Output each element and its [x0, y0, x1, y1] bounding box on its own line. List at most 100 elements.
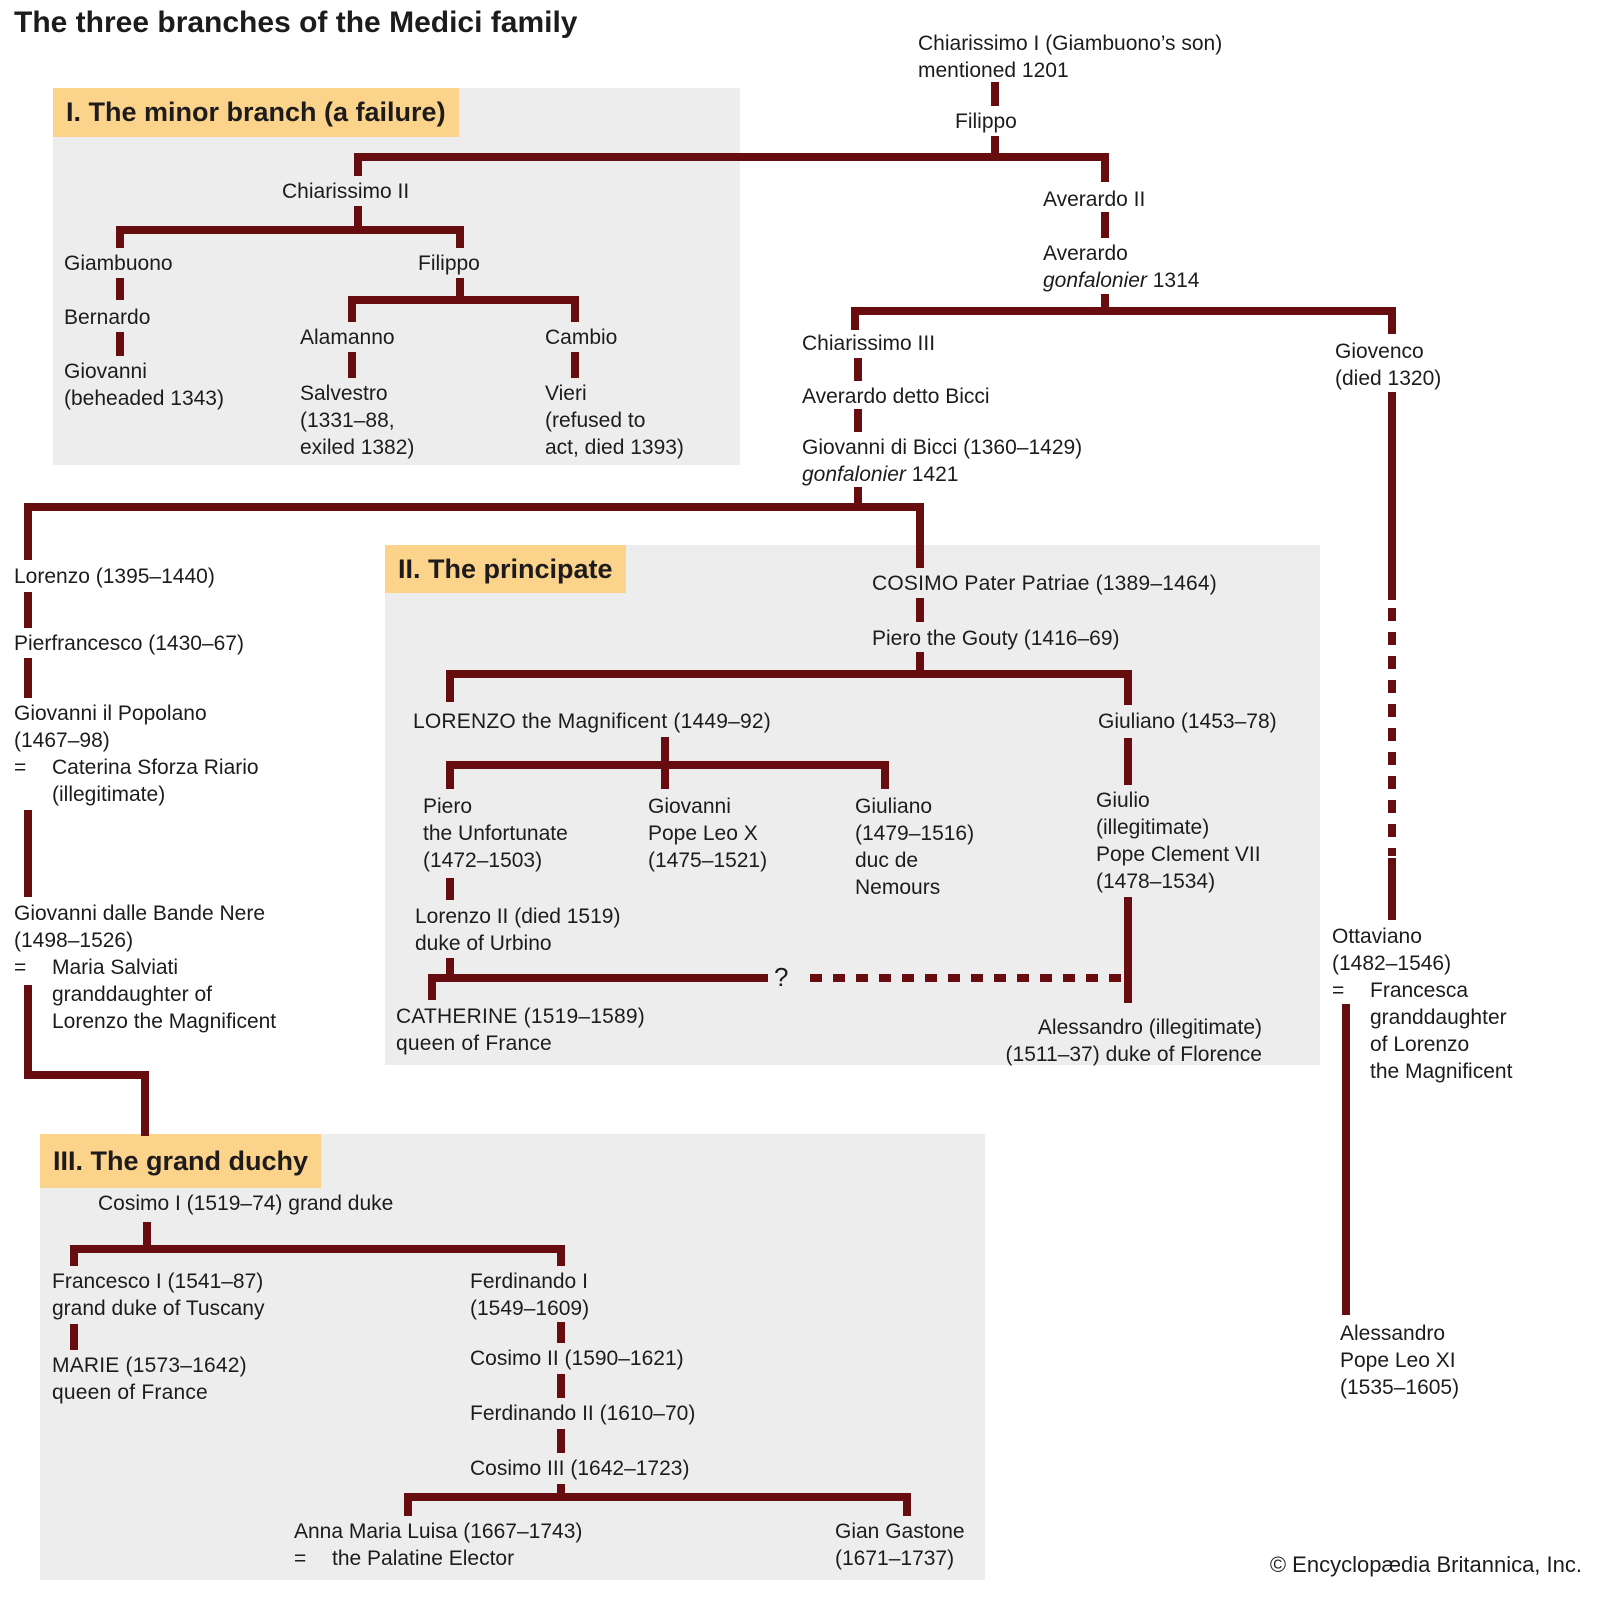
node-giovanni-dalle-bande-nere: Giovanni dalle Bande Nere (1498–1526) = M… [14, 902, 277, 1033]
node-averardo-gonfalonier: Averardo gonfalonier 1314 [1043, 242, 1200, 292]
connector [24, 592, 32, 628]
connector [116, 226, 464, 234]
connector [24, 985, 32, 1071]
connector [116, 332, 124, 356]
connector [571, 296, 579, 322]
connector [1124, 897, 1132, 1003]
marriage-sign: = [1332, 979, 1345, 1002]
connector [1388, 858, 1396, 920]
connector [851, 307, 859, 330]
connector [404, 1493, 412, 1516]
connector [348, 352, 356, 378]
page-title: The three branches of the Medici family [14, 6, 578, 39]
node-marie: MARIE (1573–1642) queen of France [52, 1354, 247, 1404]
section-label-principate: II. The principate [385, 545, 626, 593]
connector [557, 1429, 565, 1453]
connector [70, 1324, 78, 1350]
copyright-notice: © Encyclopædia Britannica, Inc. [1269, 1552, 1582, 1577]
node-lorenzo-magnificent: LORENZO the Magnificent (1449–92) [413, 710, 771, 733]
node-giovenco: Giovenco (died 1320) [1335, 340, 1442, 390]
connector [24, 1071, 149, 1079]
connector [1101, 212, 1109, 238]
connector [446, 958, 454, 976]
connector [557, 1484, 565, 1493]
connector [348, 296, 579, 304]
connector [446, 878, 454, 900]
connector [404, 1493, 911, 1501]
connector [116, 278, 124, 300]
node-gian-gastone: Gian Gastone (1671–1737) [835, 1520, 965, 1570]
node-giovanni-leo-x: Giovanni Pope Leo X (1475–1521) [648, 795, 768, 872]
panel-minor-branch [53, 88, 740, 465]
node-lorenzo-1395: Lorenzo (1395–1440) [14, 565, 215, 588]
connector [24, 503, 32, 560]
node-giovanni-il-popolano: Giovanni il Popolano (1467–98) = Caterina… [14, 702, 259, 806]
node-cosimo-ii: Cosimo II (1590–1621) [470, 1347, 684, 1370]
connector [70, 1245, 78, 1266]
node-cosimo-i: Cosimo I (1519–74) grand duke [98, 1192, 394, 1215]
node-giovanni-beheaded: Giovanni (beheaded 1343) [64, 360, 224, 410]
connector [143, 1222, 151, 1245]
connector [854, 409, 862, 432]
connector [24, 503, 924, 511]
connector [916, 652, 924, 670]
connector [1101, 153, 1109, 182]
connector [1388, 307, 1396, 334]
connector [141, 1071, 149, 1136]
node-alamanno: Alamanno [300, 326, 395, 349]
node-anna-maria-luisa: Anna Maria Luisa (1667–1743) = the Palati… [294, 1520, 583, 1570]
connector [916, 598, 924, 622]
node-chiarissimo-iii: Chiarissimo III [802, 332, 936, 355]
connector-dashed [810, 974, 1124, 982]
marriage-sign: = [14, 956, 27, 979]
connector [851, 307, 1396, 315]
connector [354, 153, 362, 176]
node-piero-unfortunate: Piero the Unfortunate (1472–1503) [423, 795, 568, 872]
section-label-grand-duchy: III. The grand duchy [40, 1134, 322, 1188]
node-alessandro-leo-xi: Alessandro Pope Leo XI (1535–1605) [1340, 1322, 1460, 1399]
connector [557, 1245, 565, 1266]
node-francesco-i: Francesco I (1541–87) grand duke of Tusc… [52, 1270, 265, 1320]
node-ottaviano: Ottaviano (1482–1546) = Francesca grandda… [1332, 925, 1513, 1083]
node-cosimo-iii: Cosimo III (1642–1723) [470, 1457, 690, 1480]
connector [354, 153, 1109, 161]
connector [661, 737, 669, 761]
connector [991, 136, 999, 157]
node-bernardo: Bernardo [64, 306, 151, 329]
connector [881, 761, 889, 789]
node-alessandro-florence: Alessandro (illegitimate) (1511–37) duke… [1005, 1016, 1262, 1066]
node-giambuono: Giambuono [64, 252, 173, 275]
node-pierfrancesco: Pierfrancesco (1430–67) [14, 632, 244, 655]
connector [446, 670, 454, 702]
connector [428, 974, 436, 1000]
connector [456, 226, 464, 248]
section-label-minor-branch: I. The minor branch (a failure) [53, 88, 459, 137]
node-vieri: Vieri (refused to act, died 1393) [545, 382, 684, 459]
connector [991, 82, 999, 106]
connector [557, 1322, 565, 1343]
node-chiarissimo-i: Chiarissimo I (Giambuono’s son) mentione… [918, 32, 1223, 82]
connector [24, 658, 32, 698]
connector [24, 810, 32, 897]
node-ferdinando-i: Ferdinando I (1549–1609) [470, 1270, 590, 1320]
connector [903, 1493, 911, 1516]
node-chiarissimo-ii: Chiarissimo II [282, 180, 410, 203]
connector [446, 670, 1132, 678]
connector [70, 1245, 565, 1253]
node-averardo-detto-bicci: Averardo detto Bicci [802, 385, 990, 408]
connector [854, 487, 862, 503]
node-piero-the-gouty: Piero the Gouty (1416–69) [872, 627, 1120, 650]
node-averardo-ii: Averardo II [1043, 188, 1146, 211]
connector [854, 358, 862, 381]
connector [1124, 738, 1132, 785]
connector [1342, 1004, 1350, 1315]
node-lorenzo-ii: Lorenzo II (died 1519) duke of Urbino [415, 905, 621, 955]
connector-dashed [1388, 608, 1396, 856]
connector [428, 974, 768, 982]
connector [354, 206, 362, 226]
marriage-sign: = [14, 756, 27, 779]
connector [1101, 294, 1109, 307]
node-cambio: Cambio [545, 326, 618, 349]
node-filippo-junior: Filippo [418, 252, 480, 275]
